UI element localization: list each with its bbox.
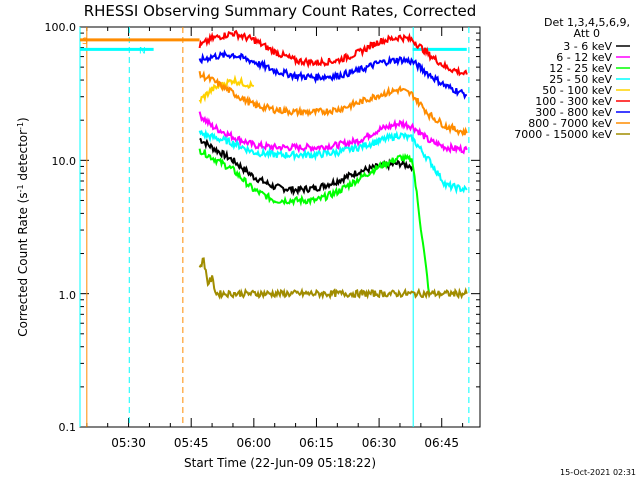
y-label-part-3: ) <box>16 117 30 122</box>
y-axis-label: Corrected Count Rate (s-1 detector-1) <box>16 117 30 336</box>
y-label-part-2: detector <box>16 130 30 185</box>
legend-label: 300 - 800 keV <box>535 106 612 119</box>
y-tick-label-100: 100.0 <box>45 21 77 34</box>
legend-label: 25 - 50 keV <box>549 73 612 86</box>
y-tick-label-10: 10.0 <box>52 155 77 168</box>
x-tick-label: 06:30 <box>362 436 397 450</box>
axis-ticks <box>80 27 480 428</box>
legend-label: 50 - 100 keV <box>542 84 612 97</box>
status-flags: SN <box>80 37 467 56</box>
series-line-8 <box>198 257 468 301</box>
x-tick-label: 06:45 <box>424 436 459 450</box>
x-tick-label: 05:45 <box>174 436 209 450</box>
series-lines <box>198 29 468 301</box>
series-line-1 <box>198 111 468 155</box>
x-tick-label: 05:30 <box>111 436 146 450</box>
legend-label: 3 - 6 keV <box>563 40 612 53</box>
chart-title: RHESSI Observing Summary Count Rates, Co… <box>84 2 477 20</box>
legend-label: 800 - 7000 keV <box>528 117 612 130</box>
flag-label: S <box>82 37 88 47</box>
series-line-7 <box>198 70 468 137</box>
x-tick-label: 06:00 <box>237 436 272 450</box>
vertical-markers <box>79 27 470 427</box>
flag-label: N <box>139 46 146 56</box>
legend-label: 100 - 300 keV <box>535 95 612 108</box>
y-label-sup-2: -1 <box>16 122 25 130</box>
y-label-sup-1: -1 <box>16 184 25 192</box>
series-line-3 <box>198 128 468 195</box>
series-line-4 <box>198 74 255 105</box>
y-tick-label-0.1: 0.1 <box>59 421 77 434</box>
legend-header-1: Det 1,3,4,5,6,9, <box>544 16 630 29</box>
y-label-part-1: Corrected Count Rate (s <box>16 192 30 336</box>
series-line-0 <box>199 137 414 197</box>
footer-date: 15-Oct-2021 02:31 <box>560 468 636 477</box>
series-line-2 <box>198 148 431 294</box>
legend-label: 12 - 25 keV <box>549 62 612 75</box>
x-tick-label: 06:15 <box>299 436 334 450</box>
series-line-6 <box>198 49 468 100</box>
series-line-5 <box>198 29 468 77</box>
legend-label: 6 - 12 keV <box>556 51 612 64</box>
y-tick-label-1: 1.0 <box>59 289 77 302</box>
x-axis-label: Start Time (22-Jun-09 05:18:22) <box>184 456 376 470</box>
legend-header-2: Att 0 <box>574 27 600 40</box>
legend-label: 7000 - 15000 keV <box>514 128 612 141</box>
